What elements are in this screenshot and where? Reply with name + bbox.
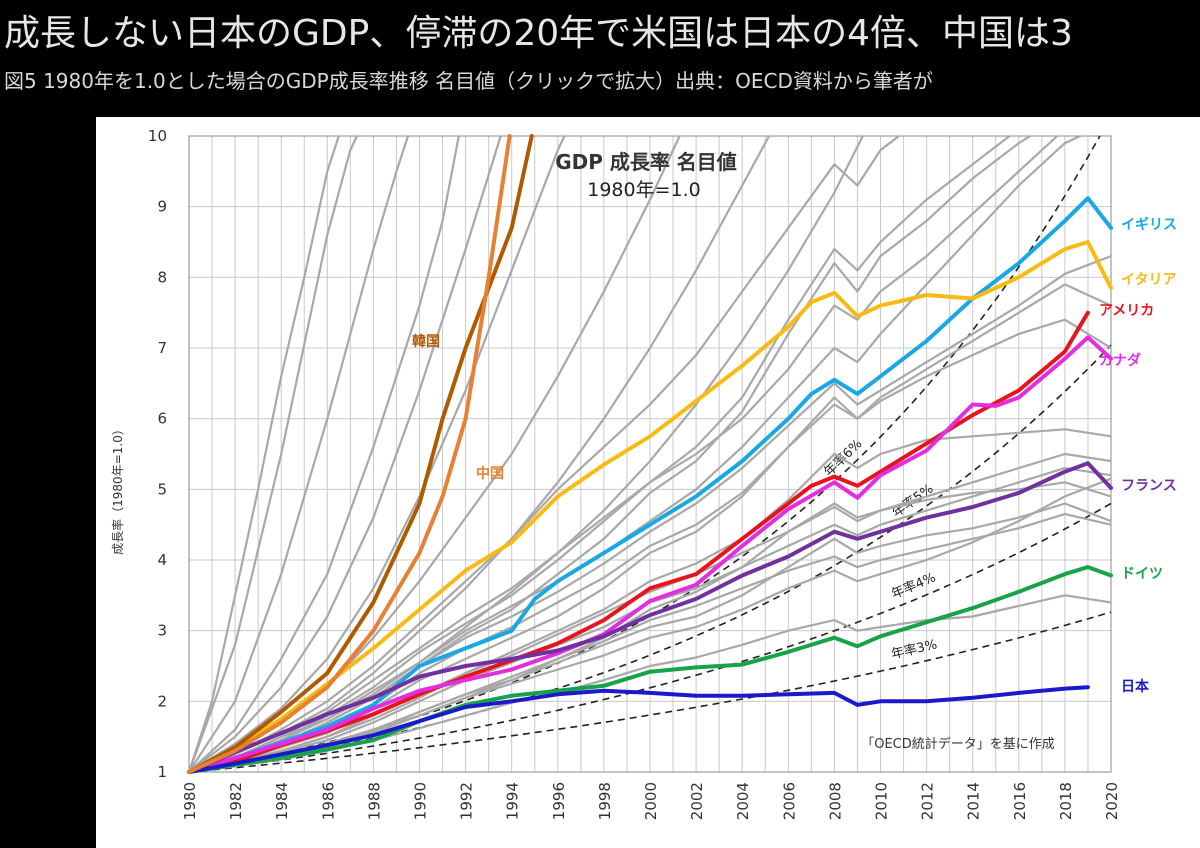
other-country-line [188, 477, 1112, 774]
series-label: 韓国 [412, 333, 440, 350]
y-tick-label: 10 [148, 127, 167, 145]
series-label: イタリア [1121, 272, 1176, 288]
x-tick-label: 2008 [826, 782, 844, 820]
y-tick-label: 2 [157, 692, 167, 710]
series-label: ドイツ [1121, 566, 1163, 582]
other-country-line [187, 135, 340, 773]
x-tick-label: 1980 [181, 782, 199, 820]
other-country-line [188, 428, 1112, 774]
series-label: アメリカ [1099, 303, 1154, 319]
x-tick-label: 2020 [1103, 782, 1121, 820]
x-tick-label: 2016 [1011, 782, 1029, 820]
axes: 1 2 3 4 5 6 7 8 9 10 1980 1982 1984 1986 1988 1990 1992 1… [148, 127, 1121, 820]
x-tick-label: 2000 [642, 782, 660, 820]
x-tick-label: 1982 [227, 782, 245, 820]
x-tick-label: 1988 [365, 782, 383, 820]
y-tick-label: 7 [157, 339, 167, 357]
x-tick-label: 1998 [596, 782, 614, 820]
other-country-line [188, 135, 460, 773]
series-label: フランス [1121, 478, 1177, 494]
other-country-line [188, 135, 900, 774]
series-line [187, 134, 512, 774]
y-axis-label: 成長率（1980年=1.0） [110, 423, 125, 555]
series-line [187, 565, 1113, 774]
other-country-line [188, 135, 864, 774]
x-tick-label: 1986 [319, 782, 337, 820]
series-label: イギリス [1121, 216, 1177, 233]
y-tick-label: 5 [157, 480, 167, 498]
other-country-line [188, 135, 566, 773]
other-country-line [188, 135, 1058, 774]
other-country-line [188, 135, 410, 773]
plot-border [188, 135, 1112, 773]
reference-line-label: 年率3% [890, 636, 939, 662]
x-tick-label: 1992 [458, 782, 476, 820]
x-tick-label: 2018 [1057, 782, 1075, 820]
x-tick-label: 1994 [504, 782, 522, 820]
series-label: カナダ [1099, 352, 1141, 369]
y-tick-label: 3 [157, 622, 167, 640]
x-tick-label: 2012 [919, 782, 937, 820]
chart-annotation: 「OECD統計データ」を基に作成 [861, 736, 1055, 752]
y-tick-label: 1 [157, 763, 167, 781]
series-line [187, 240, 1113, 774]
reference-line-label: 年率6% [821, 436, 866, 480]
chart-panel[interactable]: 年率6% 年率5% 年率4% 年率3% イギリス イタリア アメリカ カナダ フランス ドイツ日… [96, 117, 1200, 848]
series-line [187, 461, 1113, 774]
figure-caption[interactable]: 図5 1980年を1.0とした場合のGDP成長率推移 名目値（クリックで拡大）出… [4, 69, 933, 93]
x-tick-label: 2014 [965, 782, 983, 820]
gdp-growth-chart: 年率6%年率5%年率4%年率3% イギリスイタリアアメリカカナダフランスドイツ日… [110, 127, 1177, 820]
x-tick-label: 2002 [688, 782, 706, 820]
y-tick-label: 8 [157, 268, 167, 286]
chart-subtitle: 1980年=1.0 [587, 179, 701, 201]
series-line [187, 685, 1090, 774]
series-label: 中国 [476, 465, 504, 482]
reference-line [188, 502, 1112, 773]
x-tick-label: 1990 [412, 782, 430, 820]
y-tick-label: 6 [157, 410, 167, 428]
y-tick-label: 9 [157, 198, 167, 216]
series-line [187, 134, 534, 774]
x-tick-label: 2006 [780, 782, 798, 820]
other-country-line [188, 135, 502, 773]
x-tick-label: 2010 [873, 782, 891, 820]
highlighted-series [187, 134, 1113, 774]
other-country-line [187, 135, 358, 773]
x-tick-label: 1984 [273, 782, 291, 820]
y-tick-label: 4 [157, 551, 167, 569]
series-line [187, 335, 1113, 774]
chart-title: GDP 成長率 名目値 [555, 150, 737, 174]
other-country-line [188, 513, 1112, 774]
x-tick-label: 1996 [550, 782, 568, 820]
other-country-line [188, 255, 1112, 774]
reference-line-label: 年率4% [889, 569, 938, 602]
other-country-line [188, 467, 1112, 774]
x-tick-label: 2004 [734, 782, 752, 820]
series-label: 日本 [1121, 678, 1150, 695]
headline: 成長しない日本のGDP、停滞の20年で米国は日本の4倍、中国は3 [4, 13, 1073, 54]
